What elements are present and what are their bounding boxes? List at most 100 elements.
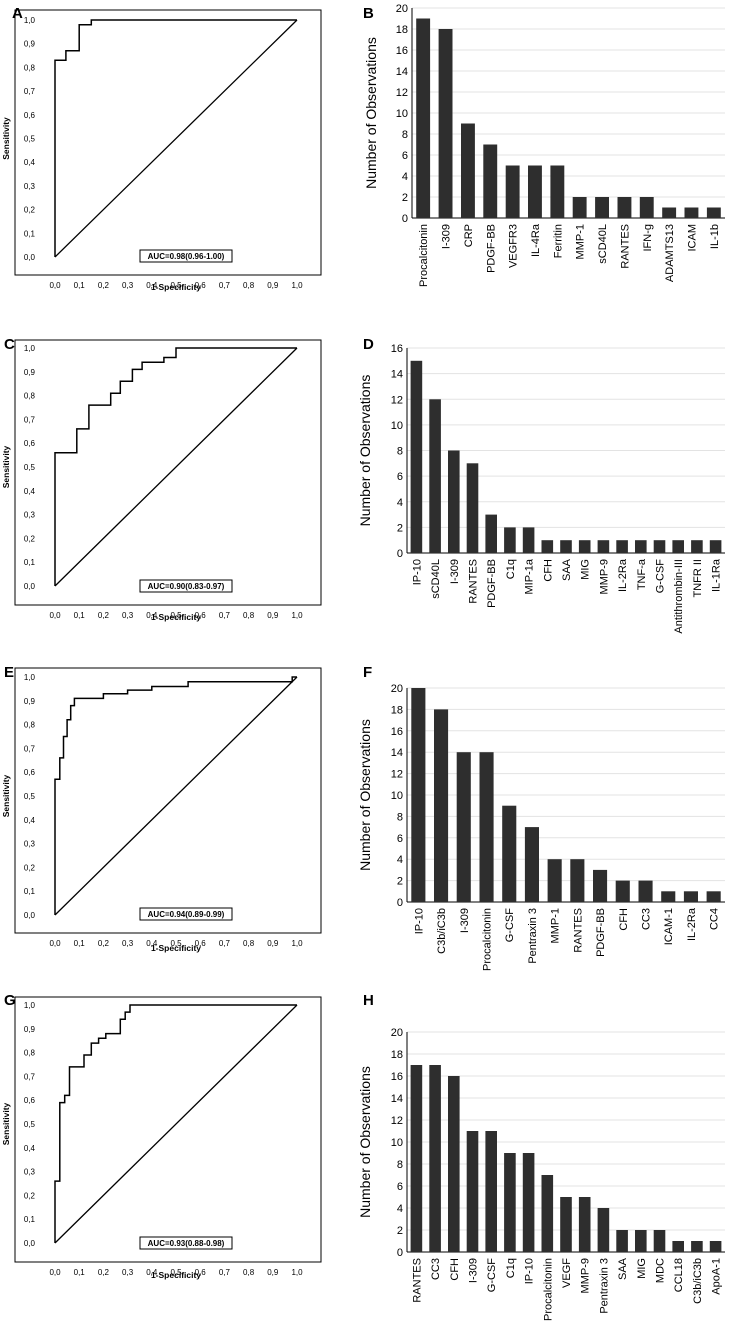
bar-d-ytick: 14 <box>391 369 403 381</box>
bar-h-ytick: 6 <box>397 1181 403 1193</box>
bar-d-ytick: 6 <box>397 471 403 483</box>
bar-f-ytick: 4 <box>397 854 403 866</box>
bar-f-ytick: 12 <box>391 769 403 781</box>
bar-h-ytick: 12 <box>391 1115 403 1127</box>
roc-c-xtick: 0,3 <box>122 611 134 620</box>
roc-g-xtick: 0,6 <box>195 1268 207 1277</box>
panel-c: C 0,0 0,0 0,1 0,1 0,2 0,2 0,3 0,3 0,4 0,4 0,5 0,5 0,6… <box>1 336 322 622</box>
bar-b-10 <box>639 197 654 218</box>
roc-g-xtick: 0,5 <box>170 1268 182 1277</box>
bar-b-ylabel: Number of Observations <box>363 37 379 189</box>
roc-e-auc-label: AUC=0.94(0.89-0.99) <box>148 910 225 919</box>
roc-e-xtick: 0,1 <box>74 939 86 948</box>
roc-c-xtick: 0,9 <box>267 611 279 620</box>
roc-g-xtick: 0,8 <box>243 1268 255 1277</box>
bar-b-0 <box>416 18 431 218</box>
panel-b-label: B <box>363 5 374 22</box>
bar-b-ytick: 12 <box>396 87 408 99</box>
bar-h-2 <box>448 1076 460 1252</box>
bar-f-category: C3b/iC3b <box>436 908 448 954</box>
bar-f-4 <box>502 805 517 902</box>
roc-a-ytick: 0,3 <box>24 182 36 191</box>
roc-g-frame <box>14 996 322 1263</box>
bar-d-category: MIP-1a <box>524 558 536 594</box>
roc-c-ylabel: Sensitivity <box>1 445 11 488</box>
bar-h-ytick: 2 <box>397 1225 403 1237</box>
roc-g-diagonal <box>54 1004 298 1244</box>
roc-g-ytick: 0,0 <box>24 1239 36 1248</box>
bar-b-ytick: 14 <box>396 66 408 78</box>
panel-d: D 0 2 4 6 8 10 12 14 16 IP-10 sCD40L I-309 RANTES PDGF… <box>357 336 725 634</box>
roc-g-xtick: 0,7 <box>219 1268 231 1277</box>
bar-f-9 <box>615 880 630 902</box>
bar-b-category: Procalcitonin <box>418 224 430 287</box>
bar-h-category: MMP-9 <box>580 1258 592 1293</box>
bar-b-7 <box>572 197 587 218</box>
bar-b-ytick: 2 <box>402 192 408 204</box>
bar-h-category: I-309 <box>467 1258 479 1283</box>
roc-e-xtick: 0,0 <box>49 939 61 948</box>
roc-e-auc-box <box>139 907 233 921</box>
bar-h-category: SAA <box>617 1257 629 1280</box>
roc-e-xtick: 0,2 <box>98 939 110 948</box>
roc-c-xtick: 0,2 <box>98 611 110 620</box>
roc-e-xtick: 0,6 <box>195 939 207 948</box>
bar-d-8 <box>560 540 572 553</box>
bar-b-12 <box>684 207 699 218</box>
roc-c-xtick: 0,8 <box>243 611 255 620</box>
roc-c-xtick: 0,6 <box>195 611 207 620</box>
roc-c-curve <box>54 347 297 586</box>
bar-h-ytick: 10 <box>391 1137 403 1149</box>
bar-f-category: CC4 <box>709 908 721 930</box>
bar-d-ytick: 0 <box>397 548 403 560</box>
bar-d-category: MIG <box>580 559 592 580</box>
roc-c-ytick: 0,2 <box>24 534 36 543</box>
roc-a-ytick: 0,7 <box>24 87 36 96</box>
roc-e-ytick: 0,3 <box>24 840 36 849</box>
bar-h-category: C3b/iC3b <box>692 1258 704 1304</box>
roc-c-xtick: 0,4 <box>146 611 158 620</box>
roc-c-xtick: 0,5 <box>170 611 182 620</box>
roc-g-xtick: 0,1 <box>74 1268 86 1277</box>
roc-g-ytick: 1,0 <box>24 1001 36 1010</box>
bar-d-category: RANTES <box>467 559 479 604</box>
roc-a-ytick: 0,8 <box>24 63 36 72</box>
roc-a-xtick: 0,8 <box>243 281 255 290</box>
bar-h-ytick: 16 <box>391 1071 403 1083</box>
roc-g-ytick: 0,4 <box>24 1144 36 1153</box>
roc-e-xtick: 0,3 <box>122 939 134 948</box>
bar-f-1 <box>434 709 449 902</box>
roc-a-xlabel: 1-Specificity <box>151 282 201 292</box>
bar-b-category: CRP <box>463 224 475 247</box>
bar-h-category: C1q <box>505 1258 517 1278</box>
bar-b-ytick: 16 <box>396 45 408 57</box>
bar-f-category: CFH <box>618 908 630 931</box>
panel-f: F 0 2 4 6 8 10 12 14 16 18 20 IP-10 C3b/iC3b I-309 Proc… <box>357 664 725 971</box>
panel-g-label: G <box>4 992 16 1009</box>
bar-f-category: ICAM-1 <box>663 908 675 945</box>
bar-f-ytick: 20 <box>391 683 403 695</box>
roc-c-auc-box <box>139 579 233 593</box>
bar-f-ytick: 14 <box>391 747 403 759</box>
bar-b-8 <box>595 197 609 218</box>
roc-a-ytick: 0,0 <box>24 253 36 262</box>
bar-d-16 <box>709 540 722 553</box>
bar-b-3 <box>483 144 498 218</box>
bar-f-ytick: 8 <box>397 811 403 823</box>
bar-b-11 <box>662 207 677 218</box>
bar-f-ytick: 16 <box>391 726 403 738</box>
bar-h-4 <box>485 1131 497 1252</box>
bar-h-category: CFH <box>449 1258 461 1281</box>
roc-c-ytick: 0,1 <box>24 558 36 567</box>
roc-a-ytick: 0,6 <box>24 111 36 120</box>
bar-f-8 <box>593 869 608 902</box>
bar-f-category: IP-10 <box>413 908 425 934</box>
bar-h-ytick: 8 <box>397 1159 403 1171</box>
bar-b-ytick: 18 <box>396 24 408 36</box>
roc-a-xtick: 0,5 <box>170 281 182 290</box>
roc-e-ytick: 0,8 <box>24 721 36 730</box>
bar-b-1 <box>438 29 453 218</box>
roc-e-xtick: 0,5 <box>170 939 182 948</box>
bar-h-category: VEGF <box>561 1258 573 1288</box>
roc-a-ytick: 0,9 <box>24 40 36 49</box>
